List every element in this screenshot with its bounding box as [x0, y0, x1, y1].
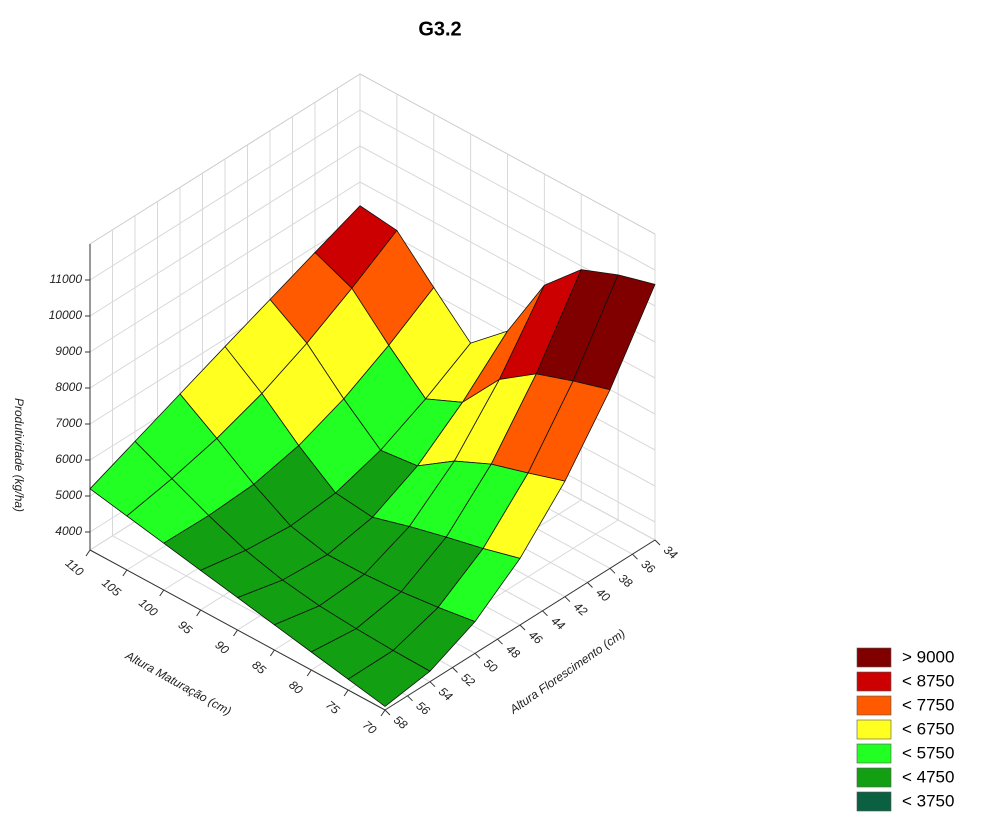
y-axis-title: Altura Florescimento (cm)	[506, 626, 627, 717]
tick-mark	[380, 709, 386, 717]
legend-swatch	[856, 719, 892, 740]
y-tick-label: 44	[548, 614, 567, 634]
legend-swatch	[856, 695, 892, 716]
y-tick-label: 50	[481, 656, 500, 676]
legend-label: < 4750	[902, 767, 954, 786]
y-tick-label: 38	[616, 571, 635, 591]
tick-mark	[474, 652, 481, 659]
tick-mark	[306, 669, 312, 677]
x-tick-label: 100	[136, 596, 161, 620]
y-tick-label: 46	[526, 628, 545, 648]
tick-mark	[343, 689, 349, 697]
z-axis-title: Produtividade (kg/ha)	[12, 398, 26, 512]
tick-mark	[269, 649, 275, 657]
y-tick-label: 34	[661, 543, 680, 563]
tick-mark	[564, 596, 571, 603]
x-tick-label: 80	[286, 678, 305, 698]
tick-mark	[587, 582, 593, 588]
tick-mark	[542, 610, 548, 617]
tick-mark	[384, 709, 391, 716]
tick-mark	[429, 681, 436, 688]
x-tick-label: 95	[176, 618, 195, 638]
legend-label: < 7750	[902, 695, 954, 714]
z-tick-label: 11000	[50, 272, 83, 286]
x-tick-label: 75	[323, 698, 342, 718]
tick-mark	[632, 553, 638, 560]
tick-mark	[85, 549, 91, 557]
z-tick-label: 5000	[55, 488, 82, 502]
legend-swatch	[856, 791, 892, 812]
z-tick-label: 9000	[55, 344, 82, 358]
x-tick-label: 70	[360, 718, 379, 738]
legend-label: < 3750	[902, 791, 954, 810]
legend-label: < 5750	[902, 743, 954, 762]
legend-swatch	[856, 743, 892, 764]
x-tick-label: 90	[212, 638, 231, 658]
tick-mark	[196, 609, 202, 617]
z-tick-label: 6000	[55, 452, 82, 466]
tick-mark	[407, 695, 413, 702]
x-tick-label: 105	[99, 576, 124, 600]
legend-swatch	[856, 671, 892, 692]
x-tick-label: 110	[63, 556, 87, 579]
legend-label: > 9000	[902, 647, 954, 666]
z-tick-label: 4000	[55, 524, 82, 538]
z-tick-label: 7000	[55, 416, 82, 430]
y-tick-label: 58	[391, 713, 410, 733]
y-tick-label: 56	[413, 699, 432, 719]
chart-title: G3.2	[418, 18, 461, 40]
x-axis-title: Altura Maturação (cm)	[122, 648, 233, 718]
tick-mark	[609, 567, 616, 574]
y-tick-label: 54	[436, 684, 455, 704]
x-tick-label: 85	[249, 658, 268, 678]
tick-mark	[519, 624, 526, 631]
legend-swatch	[856, 647, 892, 668]
tick-mark	[233, 629, 238, 637]
y-tick-label: 42	[571, 599, 590, 619]
tick-mark	[452, 667, 458, 673]
tick-mark	[159, 589, 165, 597]
y-tick-label: 52	[458, 670, 477, 690]
z-tick-label: 8000	[55, 380, 82, 394]
tick-mark	[497, 638, 503, 645]
legend-label: < 8750	[902, 671, 954, 690]
surface-patch	[347, 650, 431, 707]
tick-mark	[122, 569, 128, 577]
y-tick-label: 48	[503, 642, 522, 662]
legend-swatch	[856, 767, 892, 788]
y-tick-label: 36	[638, 557, 657, 577]
tick-mark	[654, 539, 661, 546]
y-tick-label: 40	[593, 585, 612, 605]
legend-label: < 6750	[902, 719, 954, 738]
z-tick-label: 10000	[49, 308, 83, 322]
